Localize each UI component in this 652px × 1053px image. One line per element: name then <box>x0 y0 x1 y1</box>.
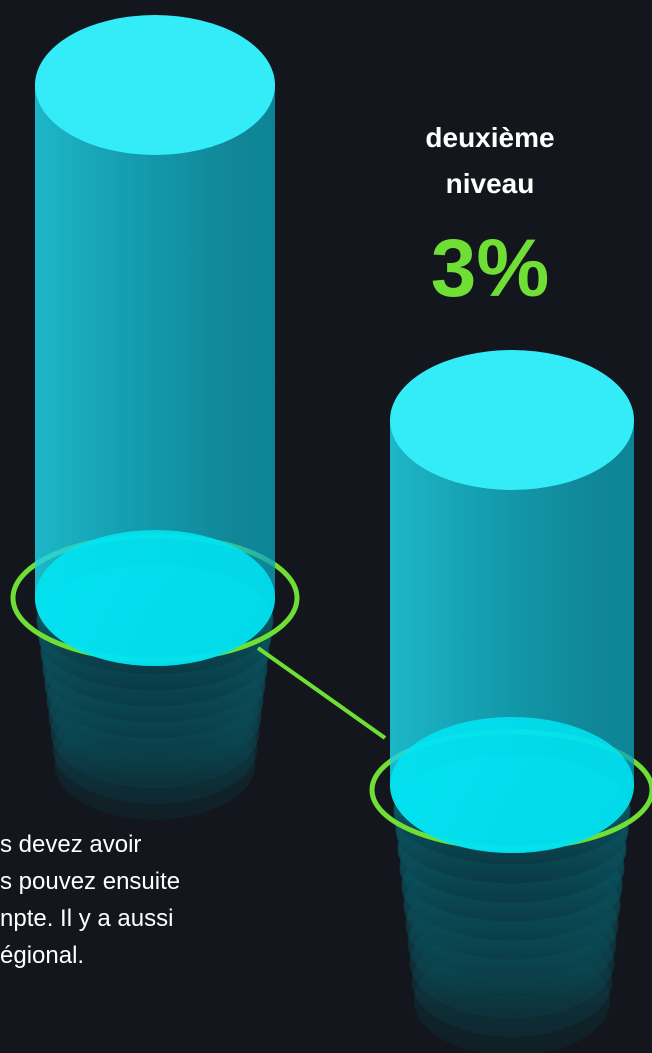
level-value: 3% <box>431 223 550 314</box>
paragraph-line: npte. Il y a aussi <box>0 905 173 932</box>
paragraph-line: égional. <box>0 942 84 969</box>
paragraph-line: s pouvez ensuite <box>0 868 180 895</box>
cylinder-top <box>390 350 634 490</box>
level-label: niveau <box>446 168 535 199</box>
connector <box>256 646 387 740</box>
cylinder-bottom <box>35 530 275 666</box>
paragraph-line: s devez avoir <box>0 831 141 858</box>
cylinder-top <box>35 15 275 155</box>
cylinder <box>35 85 275 666</box>
level-label: deuxième <box>425 122 554 153</box>
cylinder-bottom <box>390 717 634 853</box>
